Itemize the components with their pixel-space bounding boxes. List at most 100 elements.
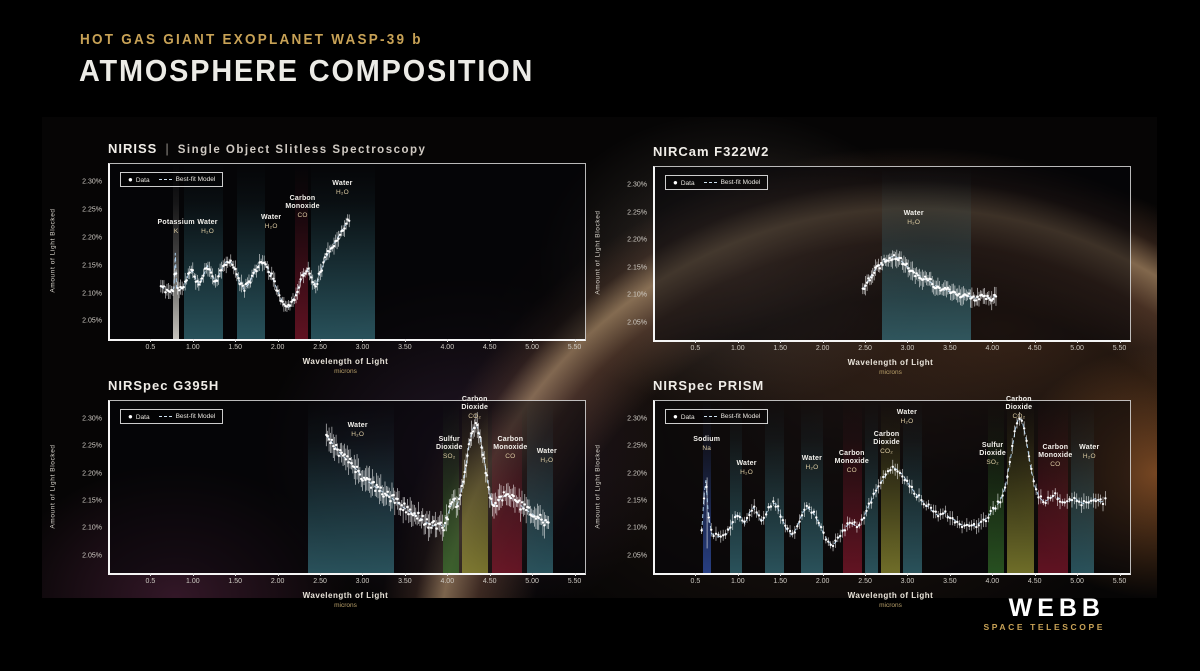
x-tick-label: 2.50 bbox=[313, 344, 327, 351]
sodium-annotation: Sodium Na bbox=[693, 435, 721, 452]
water-band bbox=[311, 164, 375, 339]
x-tick-label: 5.00 bbox=[525, 578, 539, 585]
x-tick-label: 1.50 bbox=[228, 344, 243, 351]
x-tick-label: 4.00 bbox=[985, 578, 1000, 585]
y-tick-label: 2.20% bbox=[627, 470, 647, 478]
x-tick-mark bbox=[489, 573, 491, 576]
eyebrow-title: HOT GAS GIANT EXOPLANET WASP-39 b bbox=[80, 31, 423, 48]
x-tick-label: 5.50 bbox=[1112, 345, 1127, 352]
legend-model-item: Best-fit Model bbox=[158, 176, 215, 183]
legend-data-item: ● Data bbox=[673, 178, 695, 187]
x-tick-mark bbox=[737, 340, 739, 343]
y-tick-label: 2.20% bbox=[627, 236, 647, 244]
water-annotation: Water H₂O bbox=[332, 180, 353, 197]
y-axis-title: Amount of Light Blocked bbox=[49, 208, 57, 293]
y-tick-label: 2.25% bbox=[82, 442, 102, 450]
x-tick-label: 4.50 bbox=[482, 344, 497, 351]
potassium-band bbox=[172, 164, 179, 339]
y-tick-label: 2.20% bbox=[82, 234, 102, 242]
x-axis-title: Wavelength of Light bbox=[847, 591, 934, 600]
carbon-monoxide-band bbox=[491, 401, 523, 573]
carbon-monoxide-annotation: Carbon Monoxide CO bbox=[1038, 444, 1073, 469]
model-line-marker bbox=[703, 415, 717, 417]
x-tick-label: 2.00 bbox=[270, 578, 285, 585]
water-annotation: Water H₂O bbox=[197, 219, 218, 236]
water-annotation: Water H₂O bbox=[536, 447, 557, 464]
x-tick-label: 5.50 bbox=[567, 578, 582, 585]
y-tick-label: 2.25% bbox=[627, 209, 647, 217]
panel-title-nircam: NIRCam F322W2 bbox=[653, 144, 769, 159]
x-tick-label: 4.00 bbox=[440, 344, 455, 351]
x-tick-mark bbox=[192, 339, 194, 342]
x-tick-mark bbox=[404, 339, 406, 342]
model-line-marker bbox=[703, 181, 717, 183]
carbon-dioxide-annotation: Carbon Dioxide CO₂ bbox=[1005, 396, 1033, 421]
x-tick-mark bbox=[192, 573, 194, 576]
x-tick-mark bbox=[532, 339, 534, 342]
x-tick-label: 3.50 bbox=[398, 344, 412, 351]
x-tick-mark bbox=[949, 573, 951, 576]
data-point-marker: ● bbox=[128, 412, 133, 421]
instrument-name: NIRSpec G395H bbox=[108, 378, 220, 393]
water-annotation: Water H₂O bbox=[261, 213, 282, 230]
spectrum-plot-prism bbox=[700, 412, 1107, 552]
x-tick-mark bbox=[949, 340, 951, 343]
page-title: ATMOSPHERE COMPOSITION bbox=[79, 53, 535, 88]
x-tick-mark bbox=[320, 339, 322, 342]
x-tick-mark bbox=[362, 573, 364, 576]
water-annotation: Water H₂O bbox=[903, 210, 924, 227]
x-tick-label: 1.50 bbox=[773, 345, 788, 352]
x-tick-label: 2.00 bbox=[270, 344, 285, 351]
x-tick-label: 1.00 bbox=[731, 345, 745, 352]
x-tick-label: 3.00 bbox=[355, 344, 370, 351]
x-tick-label: 4.50 bbox=[482, 578, 497, 585]
x-tick-mark bbox=[235, 573, 237, 576]
legend-nircam: ● Data Best-fit Model bbox=[665, 175, 769, 190]
y-tick-label: 2.10% bbox=[627, 291, 647, 299]
water-band bbox=[527, 401, 553, 573]
water-annotation: Water H₂O bbox=[347, 422, 368, 439]
y-tick-label: 2.10% bbox=[82, 524, 102, 532]
instrument-name: NIRISS bbox=[108, 141, 158, 156]
x-tick-mark bbox=[1077, 573, 1079, 576]
x-tick-mark bbox=[447, 573, 449, 576]
spectrum-plot-niriss bbox=[159, 214, 351, 313]
webb-logo-wordmark: WEBB bbox=[1008, 594, 1105, 622]
y-axis-title: Amount of Light Blocked bbox=[594, 210, 602, 295]
water-band bbox=[237, 164, 266, 339]
legend-data-item: ● Data bbox=[673, 412, 695, 421]
x-tick-label: 2.50 bbox=[858, 345, 872, 352]
y-tick-label: 2.05% bbox=[82, 317, 102, 325]
x-tick-mark bbox=[1034, 340, 1036, 343]
x-tick-label: 3.50 bbox=[943, 578, 957, 585]
y-tick-label: 2.05% bbox=[82, 552, 102, 560]
x-tick-mark bbox=[695, 340, 697, 343]
x-tick-mark bbox=[1119, 340, 1121, 343]
carbon-dioxide-annotation: Carbon Dioxide CO₂ bbox=[461, 396, 489, 421]
x-tick-mark bbox=[447, 339, 449, 342]
x-tick-mark bbox=[822, 340, 824, 343]
instrument-subtitle: Single Object Slitless Spectroscopy bbox=[177, 144, 427, 156]
x-tick-label: 0.5 bbox=[690, 345, 701, 352]
x-tick-label: 0.5 bbox=[145, 344, 156, 351]
x-tick-label: 4.00 bbox=[985, 345, 1000, 352]
carbon-dioxide-band bbox=[1007, 401, 1035, 573]
x-tick-mark bbox=[489, 339, 491, 342]
x-tick-label: 0.5 bbox=[690, 578, 701, 585]
data-point-marker: ● bbox=[673, 178, 678, 187]
x-tick-label: 5.00 bbox=[1070, 578, 1084, 585]
x-tick-mark bbox=[235, 339, 237, 342]
x-tick-mark bbox=[865, 340, 867, 343]
x-tick-label: 2.00 bbox=[815, 345, 830, 352]
x-tick-label: 0.5 bbox=[145, 578, 156, 585]
x-tick-label: 3.50 bbox=[398, 578, 412, 585]
x-tick-label: 2.50 bbox=[858, 578, 872, 585]
carbon-dioxide-band bbox=[462, 401, 489, 573]
x-tick-label: 3.50 bbox=[943, 345, 957, 352]
x-tick-mark bbox=[822, 573, 824, 576]
y-tick-label: 2.30% bbox=[82, 178, 102, 186]
plot-area-prism: ● Data Best-fit Model Sodium Na Water H₂O Water… bbox=[653, 396, 1131, 575]
instrument-name: NIRCam F322W2 bbox=[653, 144, 770, 159]
y-tick-label: 2.25% bbox=[82, 206, 102, 214]
title-divider: | bbox=[165, 141, 170, 156]
